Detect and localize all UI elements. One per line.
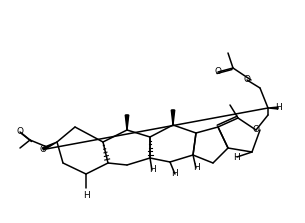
- Text: O: O: [214, 68, 221, 76]
- Text: O: O: [40, 145, 46, 153]
- Polygon shape: [125, 115, 129, 130]
- Text: H: H: [234, 153, 240, 161]
- Text: H: H: [149, 165, 155, 175]
- Text: H: H: [193, 163, 199, 173]
- Text: O: O: [243, 76, 250, 85]
- Text: O: O: [253, 126, 260, 134]
- Polygon shape: [268, 107, 278, 109]
- Text: H: H: [172, 169, 178, 178]
- Text: O: O: [16, 128, 23, 136]
- Text: H: H: [83, 190, 89, 200]
- Polygon shape: [171, 110, 175, 125]
- Polygon shape: [42, 142, 57, 150]
- Text: H: H: [274, 103, 282, 112]
